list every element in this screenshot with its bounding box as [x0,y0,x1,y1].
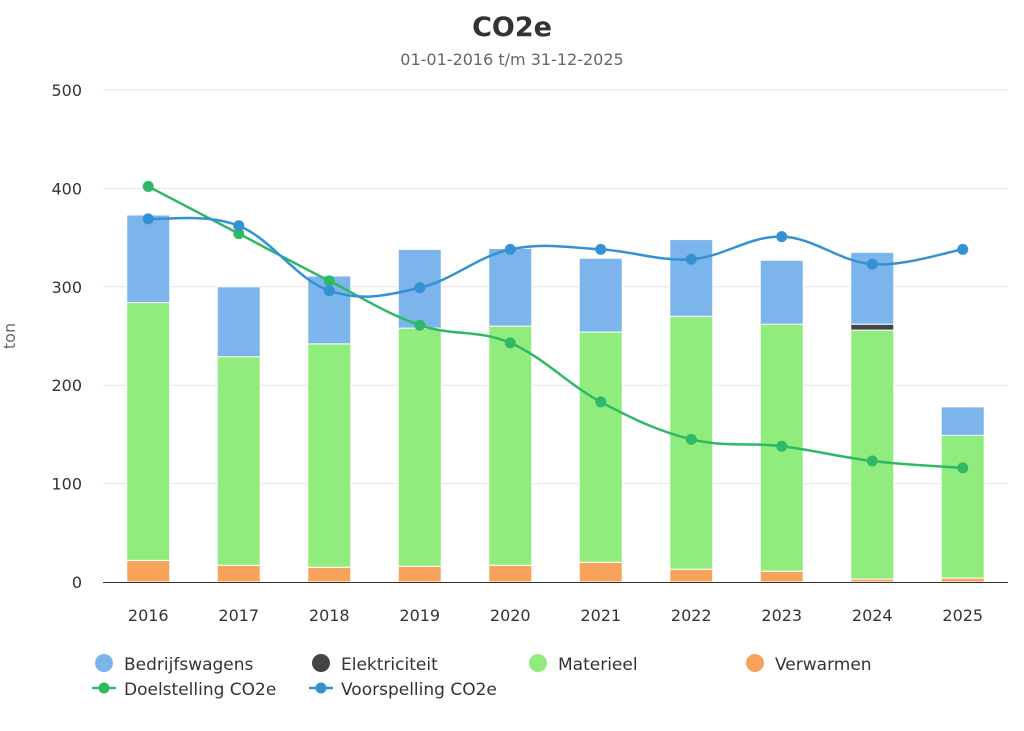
point-voorspelling-co2e-2017 [233,220,245,232]
legend: Bedrijfswagens Elektriciteit Materieel Verw… [92,654,872,700]
bar-materieel-2021 [578,331,623,563]
chart-subtitle: 01-01-2016 t/m 31-12-2025 [400,50,623,69]
y-tick-label: 400 [51,179,82,198]
legend-symbol [95,654,113,672]
point-doelstelling-co2e-2023 [776,440,788,452]
x-tick-label: 2022 [671,606,712,625]
bars-layer [126,214,985,583]
bar-verwarmen-2017 [216,564,261,583]
point-doelstelling-co2e-2019 [414,319,426,331]
x-tick-label: 2023 [761,606,802,625]
legend-marker [315,682,327,694]
x-tick-label: 2025 [942,606,983,625]
bar-verwarmen-2019 [397,565,442,583]
bar-verwarmen-2022 [669,568,714,583]
bar-elektriciteit-2024 [850,323,895,331]
x-tick-label: 2019 [399,606,440,625]
bar-bedrijfswagens-2017 [216,286,261,358]
legend-item-elektriciteit: Elektriciteit [312,654,438,675]
bar-verwarmen-2021 [578,561,623,583]
legend-symbol [312,654,330,672]
legend-label: Bedrijfswagens [124,655,254,675]
legend-symbol [746,654,764,672]
bar-materieel-2018 [307,343,352,568]
legend-label: Elektriciteit [341,655,438,675]
legend-item-doelstelling-co2e: Doelstelling CO2e [92,680,276,700]
point-voorspelling-co2e-2025 [957,243,969,255]
bar-bedrijfswagens-2020 [488,247,533,327]
legend-item-bedrijfswagens: Bedrijfswagens [95,654,254,675]
y-tick-label: 100 [51,475,82,494]
y-tick-label: 500 [51,81,82,100]
bar-materieel-2019 [397,327,442,567]
point-doelstelling-co2e-2016 [142,180,154,192]
point-doelstelling-co2e-2018 [323,275,335,287]
bar-verwarmen-2018 [307,566,352,583]
x-axis: 2016 2017 2018 2019 2020 2021 2022 2023 2024 2025 [103,582,1008,625]
point-voorspelling-co2e-2023 [776,231,788,243]
legend-item-verwarmen: Verwarmen [746,654,872,675]
bar-materieel-2017 [216,356,261,566]
x-tick-label: 2016 [128,606,169,625]
bar-materieel-2024 [850,329,895,580]
x-tick-label: 2017 [218,606,259,625]
point-doelstelling-co2e-2024 [866,455,878,467]
legend-item-voorspelling-co2e: Voorspelling CO2e [309,680,497,700]
bar-materieel-2020 [488,325,533,566]
point-doelstelling-co2e-2017 [233,228,245,240]
y-tick-label: 300 [51,278,82,297]
legend-label: Doelstelling CO2e [124,680,276,700]
y-axis-title: ton [0,323,19,349]
bar-verwarmen-2020 [488,564,533,583]
point-voorspelling-co2e-2021 [595,243,607,255]
chart-title: CO2e [472,12,552,43]
point-voorspelling-co2e-2020 [504,243,516,255]
point-doelstelling-co2e-2021 [595,396,607,408]
point-voorspelling-co2e-2019 [414,282,426,294]
x-tick-label: 2018 [309,606,350,625]
point-voorspelling-co2e-2024 [866,258,878,270]
legend-marker [98,682,110,694]
lines-layer [142,180,969,474]
bar-materieel-2025 [940,434,985,579]
line-doelstelling-co2e [147,185,963,470]
y-tick-label: 0 [72,573,82,592]
bar-verwarmen-2025 [940,577,985,583]
bar-bedrijfswagens-2025 [940,406,985,436]
bar-materieel-2016 [126,302,171,561]
point-voorspelling-co2e-2022 [685,253,697,265]
bar-verwarmen-2023 [759,570,804,583]
legend-label: Materieel [558,655,638,675]
legend-symbol [529,654,547,672]
line-voorspelling-co2e [148,216,963,298]
x-tick-label: 2021 [580,606,621,625]
legend-label: Voorspelling CO2e [341,680,497,700]
point-voorspelling-co2e-2016 [142,213,154,225]
bar-verwarmen-2016 [126,559,171,583]
point-doelstelling-co2e-2020 [504,337,516,349]
bar-bedrijfswagens-2021 [578,257,623,333]
legend-item-materieel: Materieel [529,654,638,675]
point-voorspelling-co2e-2018 [323,285,335,297]
point-doelstelling-co2e-2025 [957,462,969,474]
y-tick-label: 200 [51,376,82,395]
x-tick-label: 2024 [852,606,893,625]
bar-bedrijfswagens-2022 [669,239,714,317]
point-doelstelling-co2e-2022 [685,433,697,445]
x-tick-label: 2020 [490,606,531,625]
bar-bedrijfswagens-2023 [759,259,804,325]
bar-bedrijfswagens-2016 [126,214,171,304]
legend-label: Verwarmen [775,655,872,675]
